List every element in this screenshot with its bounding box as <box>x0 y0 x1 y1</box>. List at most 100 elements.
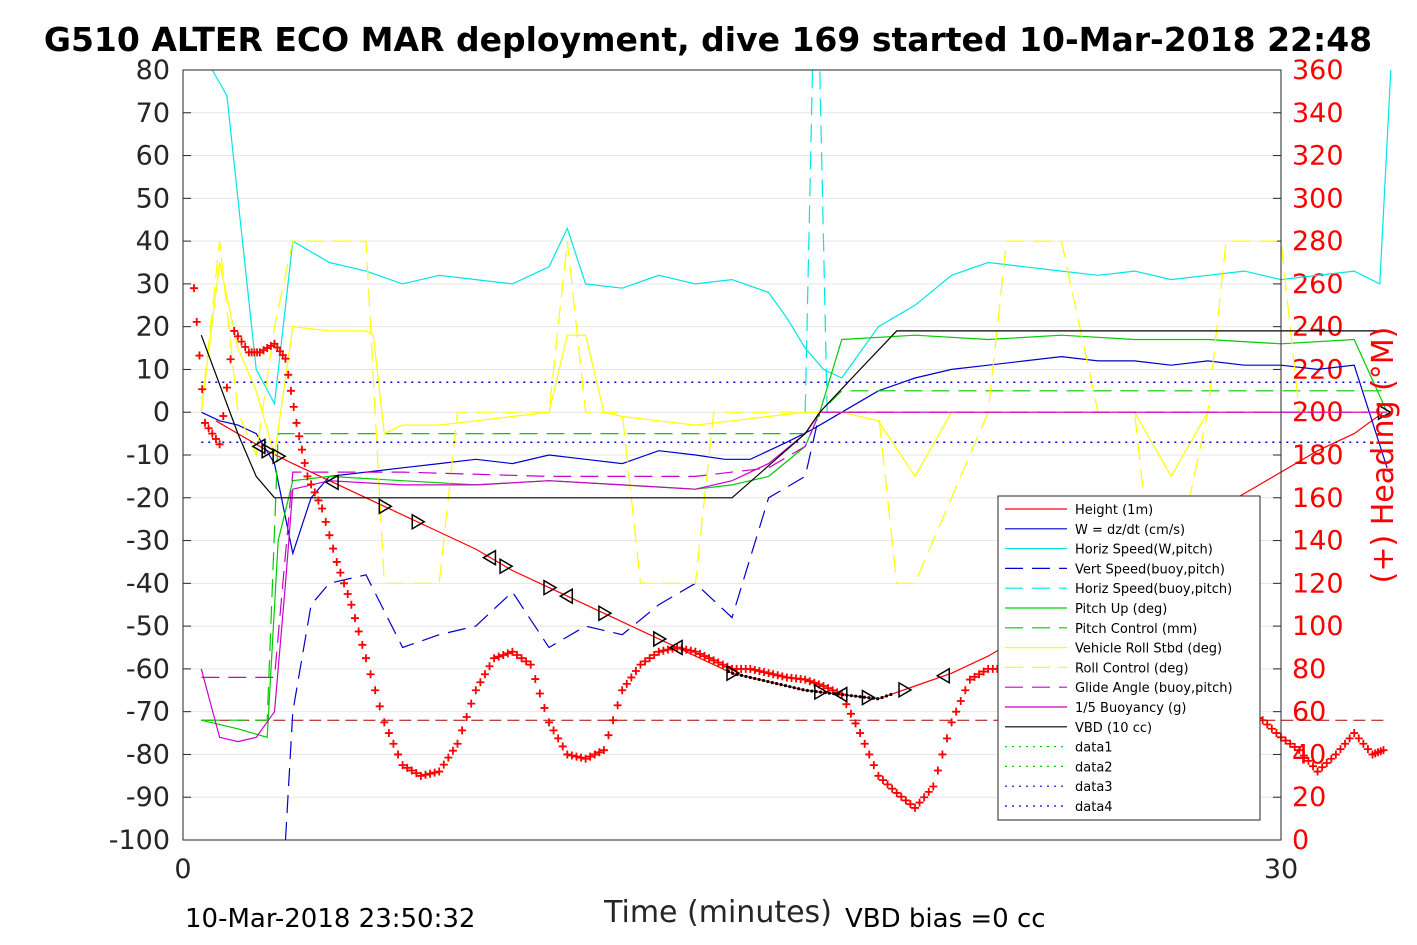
heading-point <box>485 662 494 671</box>
heading-point <box>435 767 444 776</box>
heading-point <box>682 645 691 654</box>
legend-label: Vehicle Roll Stbd (deg) <box>1075 642 1222 657</box>
series-line-4 <box>804 69 828 413</box>
y-tick-label: 70 <box>136 98 170 129</box>
heading-point <box>1304 756 1313 765</box>
heading-point <box>366 670 375 679</box>
heading-point <box>467 699 476 708</box>
height-marker <box>251 438 266 455</box>
heading-point <box>952 707 961 716</box>
heading-point <box>321 517 330 526</box>
series-line-6 <box>201 390 1388 721</box>
heading-point <box>1331 750 1340 759</box>
vbd-pump-point <box>818 690 823 694</box>
y-right-tick-label: 40 <box>1292 739 1326 770</box>
height-marker <box>543 579 558 596</box>
heading-point <box>943 734 952 743</box>
heading-point <box>901 796 910 805</box>
heading-point <box>1267 724 1276 733</box>
vbd-pump-point <box>775 682 779 686</box>
height-marker <box>481 549 497 566</box>
heading-point <box>856 729 865 738</box>
heading-point <box>554 734 563 743</box>
heading-point <box>805 677 814 686</box>
legend-label: Pitch Control (mm) <box>1075 622 1197 637</box>
heading-point <box>906 800 915 809</box>
series-line-1 <box>201 355 1388 556</box>
vbd-pump-point <box>788 685 792 689</box>
heading-point <box>718 660 727 669</box>
height-marker <box>861 689 876 706</box>
heading-point <box>590 750 599 759</box>
heading-point <box>956 696 965 705</box>
plot-frame <box>182 69 1282 841</box>
height-marker <box>814 683 829 701</box>
heading-point <box>458 726 467 735</box>
y-tick-label: -60 <box>126 654 170 685</box>
heading-point <box>403 763 412 772</box>
heading-point <box>897 792 906 801</box>
heading-point <box>222 383 231 392</box>
heading-point <box>1313 767 1322 776</box>
heading-point <box>700 652 709 661</box>
heading-point <box>200 418 209 427</box>
y-right-tick-label: 320 <box>1292 141 1344 172</box>
heading-point <box>801 675 810 684</box>
y-tick-label: -70 <box>126 697 170 728</box>
heading-point <box>351 614 360 623</box>
heading-point <box>1286 739 1295 748</box>
heading-point <box>549 726 558 735</box>
left-axis-ticks: 80 70 60 50 40 30 20 10 0 -10 -20 -30 -40 -50 -60 -70 -8… <box>109 55 191 856</box>
height-marker <box>653 630 668 648</box>
heading-point <box>517 654 526 663</box>
heading-point <box>1350 729 1359 738</box>
height-marker <box>898 681 913 699</box>
vbd-pump-point <box>739 673 744 677</box>
chart-title: G510 ALTER ECO MAR deployment, dive 169 … <box>44 20 1372 59</box>
heading-point <box>878 776 887 785</box>
heading-point <box>237 337 246 346</box>
heading-point <box>314 496 323 505</box>
heading-point <box>281 354 290 363</box>
heading-point <box>705 654 714 663</box>
heading-point <box>336 568 345 577</box>
heading-point <box>211 434 220 443</box>
height-marker <box>833 686 848 703</box>
heading-point <box>362 654 370 663</box>
heading-point <box>636 660 645 669</box>
heading-point <box>618 686 627 695</box>
heading-point <box>389 739 398 748</box>
heading-point <box>1354 734 1363 743</box>
legend-label: VBD (10 cc) <box>1075 721 1152 736</box>
heading-point <box>1309 762 1318 771</box>
heading-point <box>1295 746 1304 755</box>
legend-label: Glide Angle (buoy,pitch) <box>1075 681 1233 696</box>
heading-point <box>300 459 309 468</box>
vbd-pump-point <box>849 694 853 698</box>
y-right-tick-label: 260 <box>1292 269 1344 300</box>
heading-point <box>746 664 755 673</box>
heading-point <box>499 650 508 659</box>
heading-point <box>384 729 393 738</box>
series-line-5 <box>201 334 1388 739</box>
vbd-pump-point <box>783 684 788 688</box>
vbd-pump-point <box>862 695 867 699</box>
heading-point <box>888 784 897 793</box>
y-right-tick-label: 60 <box>1292 697 1326 728</box>
heading-point <box>824 684 833 693</box>
height-marker <box>558 587 574 605</box>
heading-point <box>292 418 301 427</box>
heading-point <box>303 472 312 481</box>
vbd-pump-point <box>805 688 809 693</box>
heading-point <box>686 646 695 655</box>
vbd-pump-point <box>876 697 880 701</box>
y-tick-label: -30 <box>126 526 170 557</box>
heading-point <box>318 504 327 513</box>
heading-point <box>1327 754 1336 763</box>
y-tick-label: -90 <box>126 782 170 813</box>
right-axis-ticks: 3603403203002802602402202001801601401201… <box>1273 55 1344 856</box>
heading-point <box>343 590 352 599</box>
y-tick-label: -80 <box>126 739 170 770</box>
heading-point <box>979 667 988 676</box>
heading-point <box>1263 720 1272 729</box>
